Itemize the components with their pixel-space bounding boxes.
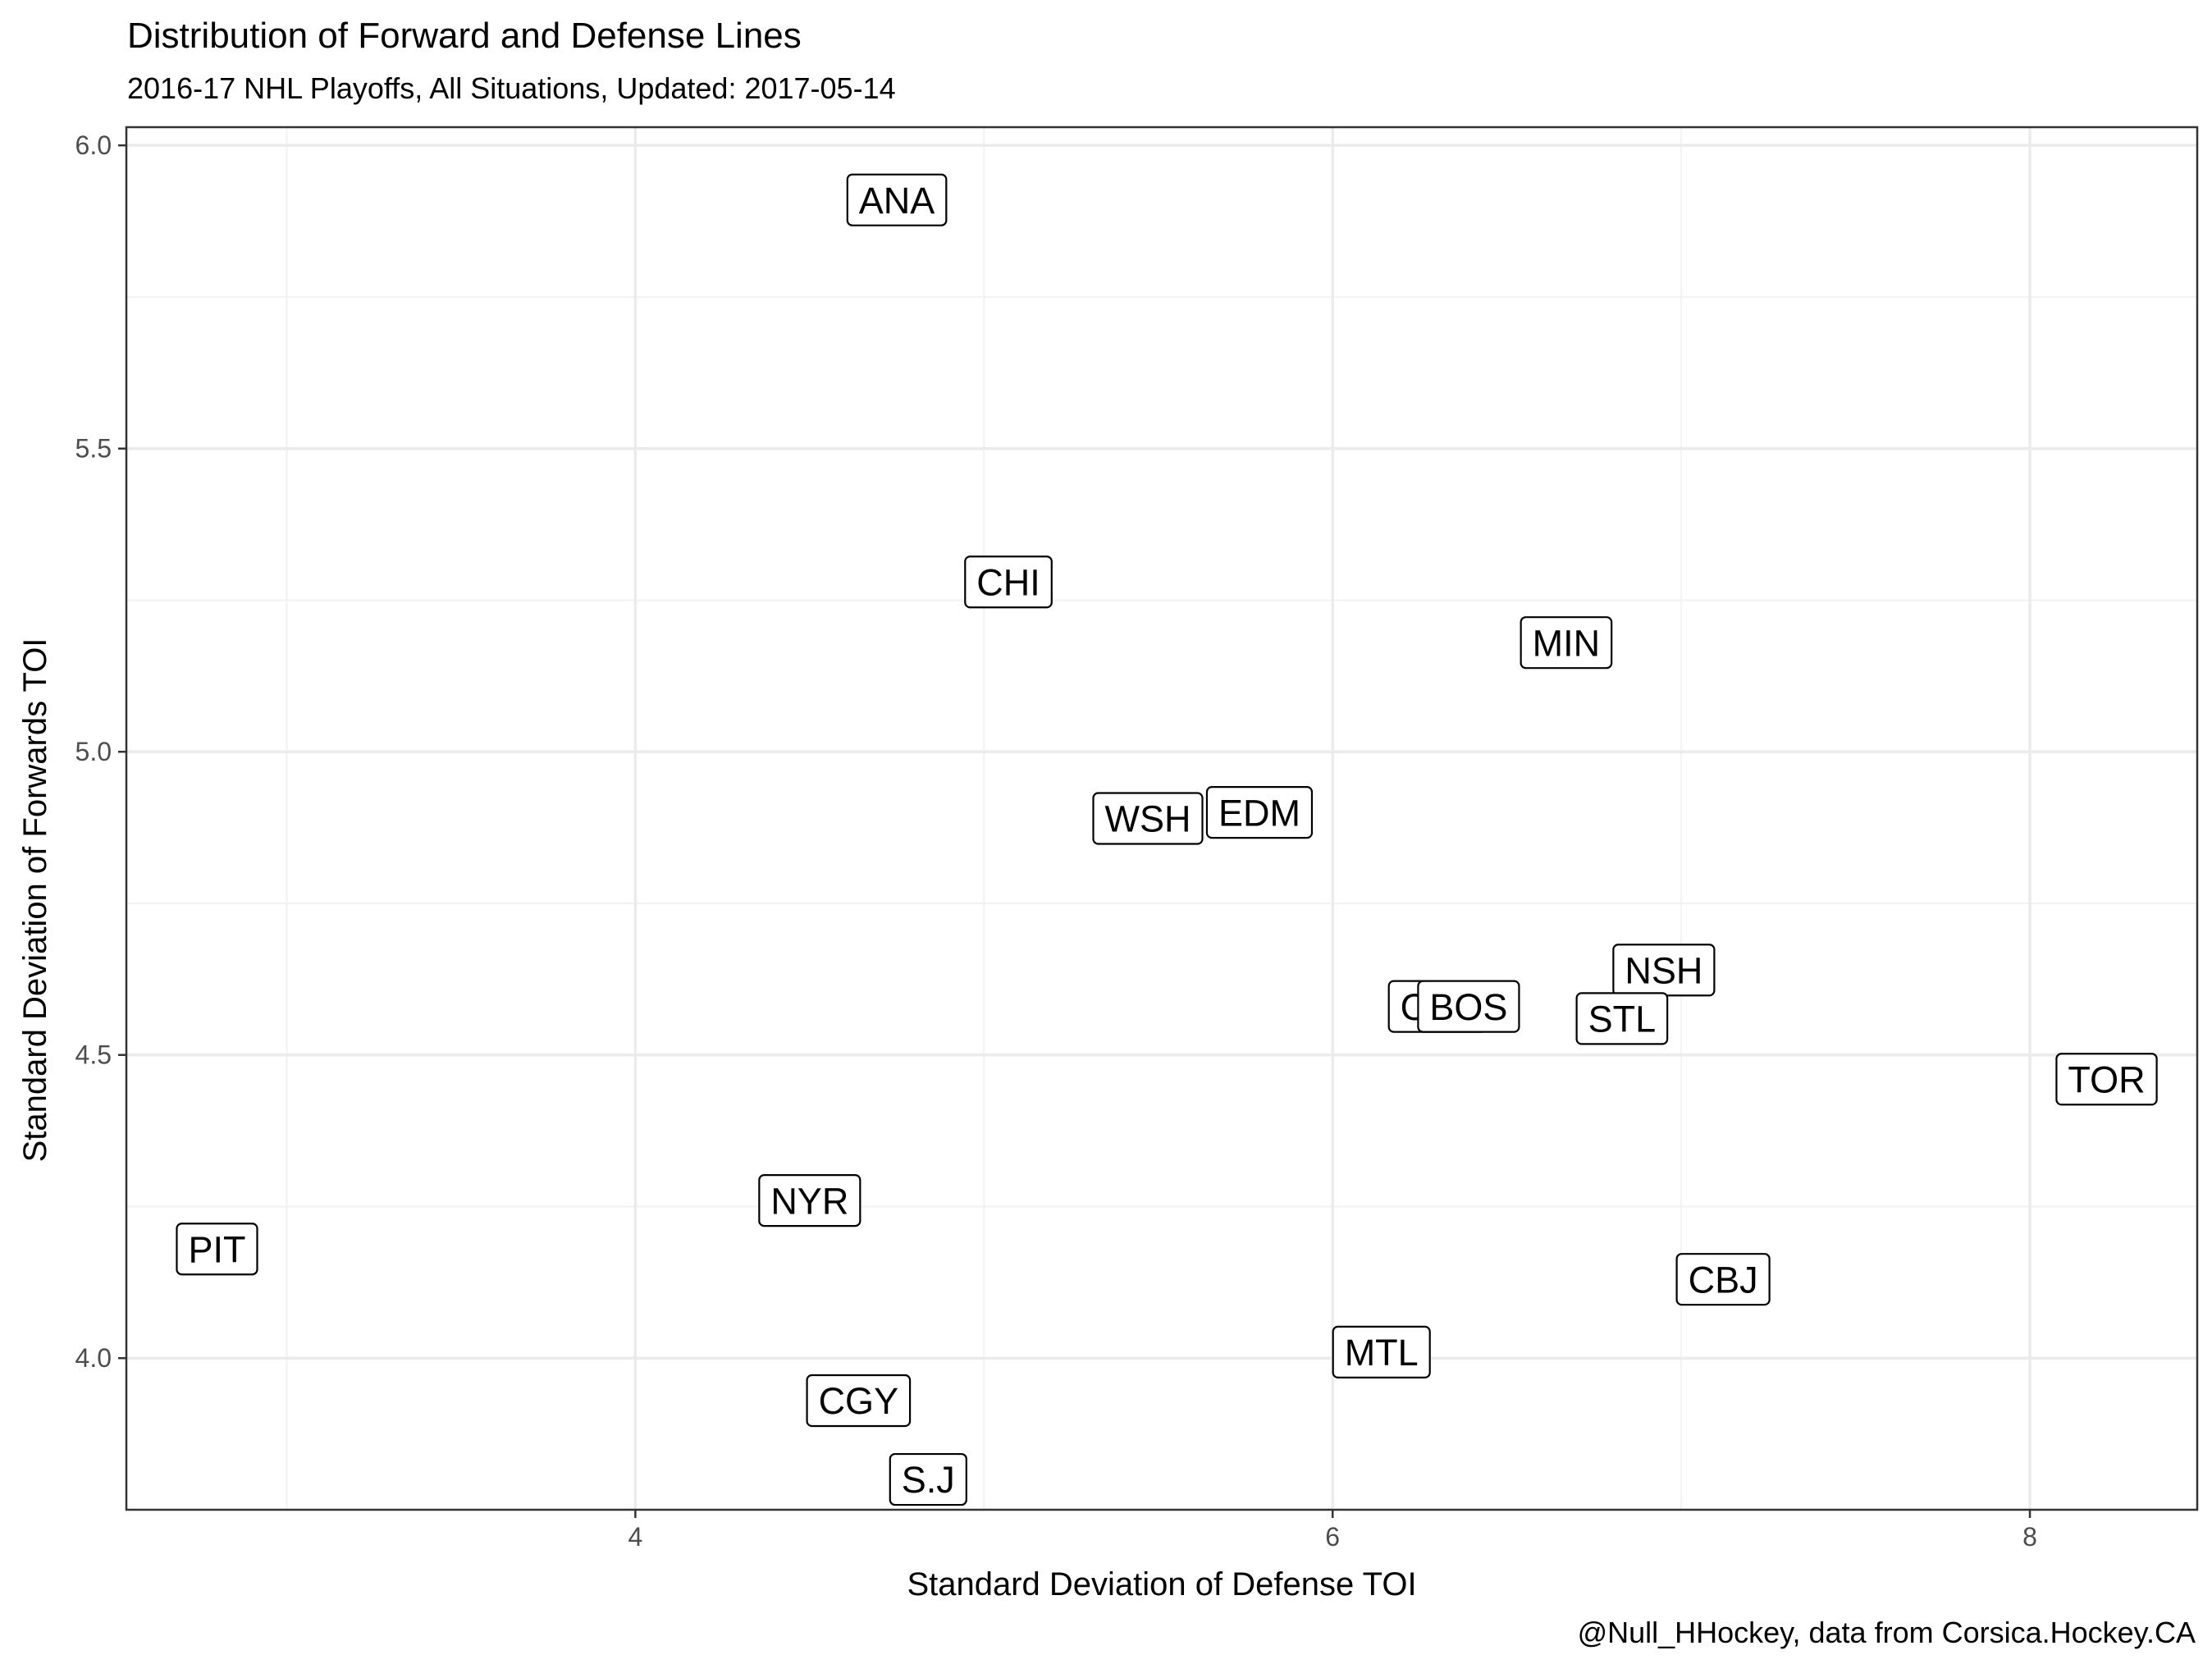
label-box: [758, 1173, 861, 1227]
y-tick-label: 4.0: [75, 1343, 112, 1373]
point-label-stl: STL: [1575, 992, 1669, 1045]
y-tick-label: 4.5: [75, 1040, 112, 1070]
label-box: [846, 173, 948, 226]
point-label-edm: EDM: [1205, 786, 1314, 839]
label-text: EDM: [1218, 792, 1300, 834]
y-tick-label: 6.0: [75, 130, 112, 160]
label-text: CHI: [976, 561, 1040, 603]
point-label-mtl: MTL: [1332, 1325, 1431, 1378]
point-label-bos: BOS: [1417, 980, 1520, 1033]
label-box: [964, 555, 1053, 609]
label-box: [1332, 1325, 1431, 1378]
y-axis-title: Standard Deviation of Forwards TOI: [17, 638, 53, 1163]
label-box: [1675, 1253, 1771, 1306]
label-text: TOR: [2068, 1058, 2145, 1100]
chart-caption: @Null_HHockey, data from Corsica.Hockey.…: [1578, 1616, 2196, 1649]
label-text: WSH: [1105, 798, 1191, 840]
axis-ticks: 4 6 8 4.0 4.5 5.0 5.5 6.0: [75, 130, 2037, 1552]
y-tick-label: 5.5: [75, 434, 112, 464]
label-text: BOS: [1429, 986, 1507, 1028]
label-box: [1575, 992, 1669, 1045]
point-label-sj: S.J: [889, 1452, 967, 1506]
point-label-chi: CHI: [964, 555, 1053, 609]
plot-panel-border: [125, 126, 2199, 1511]
label-box: [2055, 1053, 2158, 1106]
x-tick-label: 6: [1325, 1522, 1340, 1552]
label-text: MIN: [1533, 622, 1601, 664]
chart-subtitle: 2016-17 NHL Playoffs, All Situations, Up…: [127, 71, 896, 105]
point-label-nyr: NYR: [758, 1173, 861, 1227]
label-text: PIT: [188, 1228, 245, 1270]
label-box: [889, 1452, 967, 1506]
chart-title: Distribution of Forward and Defense Line…: [127, 16, 802, 56]
data-labels: ANACHIMINWSHEDMNSHOTTBOSSTLTORNYRPITCBJM…: [176, 173, 2158, 1506]
label-box: [176, 1223, 258, 1276]
label-box: [1205, 786, 1314, 839]
x-tick-label: 8: [2022, 1522, 2037, 1552]
point-label-ana: ANA: [846, 173, 948, 226]
point-label-nsh: NSH: [1612, 944, 1716, 997]
label-text: CGY: [819, 1380, 899, 1422]
label-box: [1417, 980, 1520, 1033]
point-label-tor: TOR: [2055, 1053, 2158, 1106]
label-text: CBJ: [1689, 1259, 1758, 1301]
x-tick-label: 4: [628, 1522, 642, 1552]
label-text: NYR: [770, 1180, 848, 1222]
label-text: STL: [1588, 999, 1657, 1040]
label-text: NSH: [1625, 949, 1702, 991]
point-label-cbj: CBJ: [1675, 1253, 1771, 1306]
point-label-min: MIN: [1520, 616, 1613, 670]
point-label-pit: PIT: [176, 1223, 258, 1276]
label-text: ANA: [859, 180, 935, 222]
label-text: MTL: [1345, 1332, 1419, 1374]
point-label-cgy: CGY: [806, 1374, 912, 1428]
label-box: [1092, 792, 1204, 845]
grid-lines: [126, 127, 2197, 1511]
label-text: S.J: [902, 1459, 955, 1501]
label-box: [1520, 616, 1613, 670]
label-box: [806, 1374, 912, 1428]
y-tick-label: 5.0: [75, 737, 112, 766]
point-label-wsh: WSH: [1092, 792, 1204, 845]
x-axis-title: Standard Deviation of Defense TOI: [907, 1566, 1416, 1602]
